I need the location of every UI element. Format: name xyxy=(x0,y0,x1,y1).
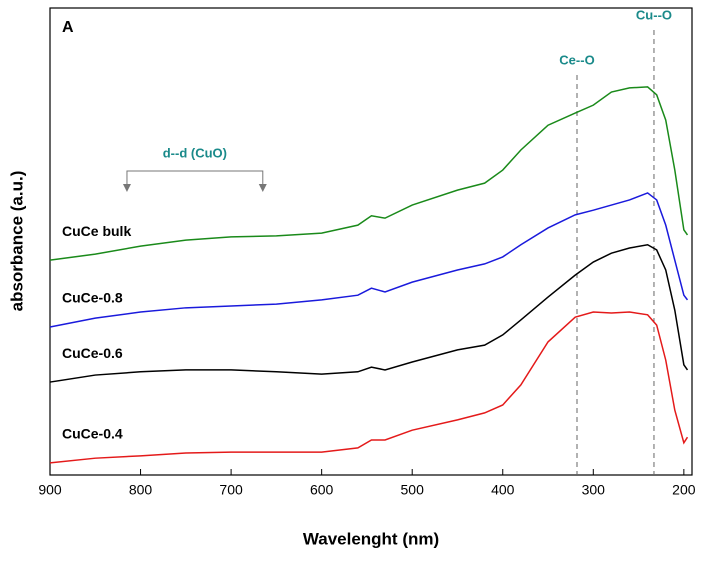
y-axis-label: absorbance (a.u.) xyxy=(7,171,26,312)
x-tick-label: 600 xyxy=(310,482,334,498)
reference-label: Ce--O xyxy=(559,52,594,67)
series-line xyxy=(49,192,689,328)
series-line xyxy=(49,311,689,464)
bracket xyxy=(126,170,264,185)
panel-label: A xyxy=(62,19,74,36)
bracket-label: d--d (CuO) xyxy=(163,145,227,160)
x-tick-label: 200 xyxy=(672,482,696,498)
x-axis-label: Wavelenght (nm) xyxy=(303,529,439,548)
series-label: CuCe bulk xyxy=(62,223,131,239)
series-label: CuCe-0.6 xyxy=(62,345,123,361)
series-label: CuCe-0.8 xyxy=(62,290,123,306)
x-tick-label: 700 xyxy=(219,482,243,498)
series-line xyxy=(49,243,689,383)
bracket-arrow xyxy=(122,184,131,192)
x-tick-label: 900 xyxy=(38,482,62,498)
reference-label: Cu--O xyxy=(636,7,672,22)
x-tick-label: 500 xyxy=(401,482,425,498)
x-tick-label: 400 xyxy=(491,482,515,498)
x-tick-label: 300 xyxy=(582,482,606,498)
bracket-arrow xyxy=(258,184,267,192)
x-tick-label: 800 xyxy=(129,482,153,498)
series-label: CuCe-0.4 xyxy=(62,426,123,442)
plot-frame xyxy=(49,7,693,476)
series-line xyxy=(49,86,689,261)
